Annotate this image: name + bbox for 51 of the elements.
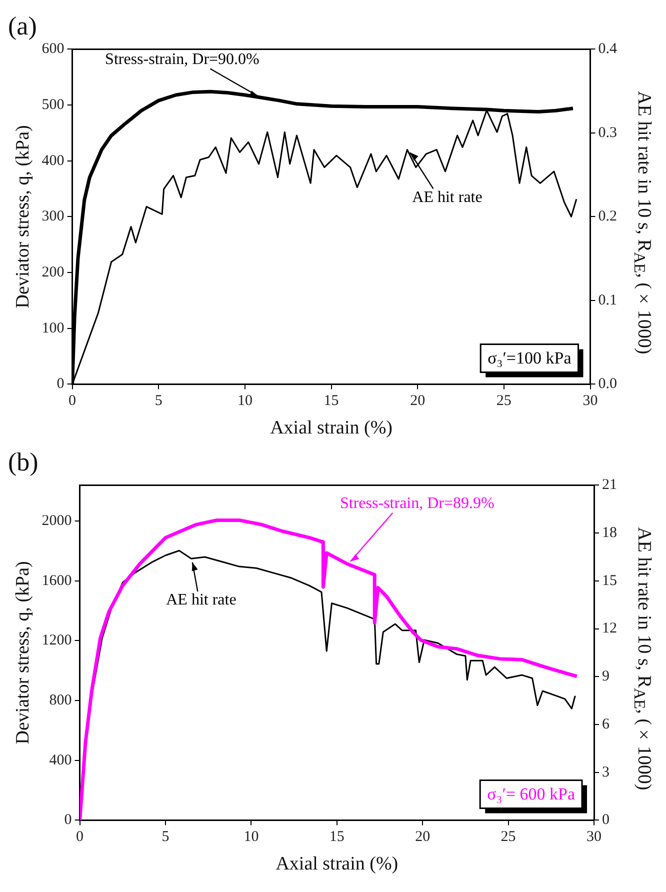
- chart-title: (a): [8, 11, 37, 40]
- x-axis-title: Axial strain (%): [276, 854, 398, 875]
- x-tick-label: 15: [329, 829, 344, 846]
- annotation: AE hit rate: [166, 592, 236, 609]
- x-tick-label: 30: [586, 829, 602, 846]
- annotation: σ₃′=100 kPa: [488, 348, 572, 368]
- annotation: AE hit rate: [412, 188, 482, 206]
- y-tick-label: 300: [42, 208, 64, 225]
- annotation: σ₃′= 600 kPa: [487, 784, 576, 804]
- y-axis-title: Deviator stress, q, (kPa): [12, 561, 34, 744]
- chart-title: (b): [8, 447, 38, 476]
- y-tick-label: 2000: [42, 513, 72, 530]
- y2-tick-label: 3: [602, 764, 610, 780]
- y-tick-label: 600: [42, 41, 64, 58]
- y2-tick-label: 0.4: [598, 41, 618, 58]
- y2-tick-label: 0.0: [598, 376, 617, 392]
- x-tick-label: 0: [76, 829, 84, 846]
- y-tick-label: 100: [42, 320, 64, 336]
- y2-tick-label: 15: [602, 572, 617, 589]
- y2-tick-label: 0.1: [598, 292, 617, 308]
- y2-tick-label: 18: [602, 524, 617, 541]
- y2-tick-label: 12: [602, 620, 617, 637]
- y-tick-label: 400: [42, 152, 64, 169]
- y-tick-label: 1200: [42, 632, 72, 649]
- y2-tick-label: 21: [602, 477, 617, 494]
- y-tick-label: 200: [42, 264, 64, 280]
- y2-tick-label: 6: [602, 716, 610, 732]
- y-axis-title: Deviator stress, q, (kPa): [12, 125, 34, 308]
- x-tick-label: 5: [154, 393, 162, 410]
- y2-tick-label: 0.2: [598, 208, 617, 225]
- annotation: Stress-strain, Dr=90.0%: [105, 50, 260, 68]
- y2-tick-label: 0.3: [598, 124, 617, 141]
- x-tick-label: 25: [496, 393, 512, 410]
- annotation: Stress-strain, Dr=89.9%: [340, 495, 494, 512]
- x-tick-label: 25: [500, 829, 516, 846]
- y2-tick-label: 0: [602, 812, 610, 828]
- x-tick-label: 15: [324, 393, 339, 410]
- y2-tick-label: 9: [602, 668, 610, 685]
- x-axis-title: Axial strain (%): [270, 418, 392, 439]
- y-tick-label: 0: [64, 812, 72, 828]
- y-tick-label: 500: [42, 96, 64, 113]
- x-tick-label: 20: [410, 393, 426, 410]
- x-tick-label: 20: [415, 829, 430, 846]
- x-tick-label: 5: [162, 829, 170, 846]
- y-tick-label: 0: [56, 376, 64, 392]
- x-tick-label: 10: [244, 829, 259, 846]
- y-tick-label: 800: [49, 692, 72, 708]
- y-tick-label: 400: [49, 752, 72, 768]
- x-tick-label: 30: [582, 393, 598, 410]
- x-tick-label: 10: [237, 393, 252, 410]
- y-tick-label: 1600: [42, 572, 72, 589]
